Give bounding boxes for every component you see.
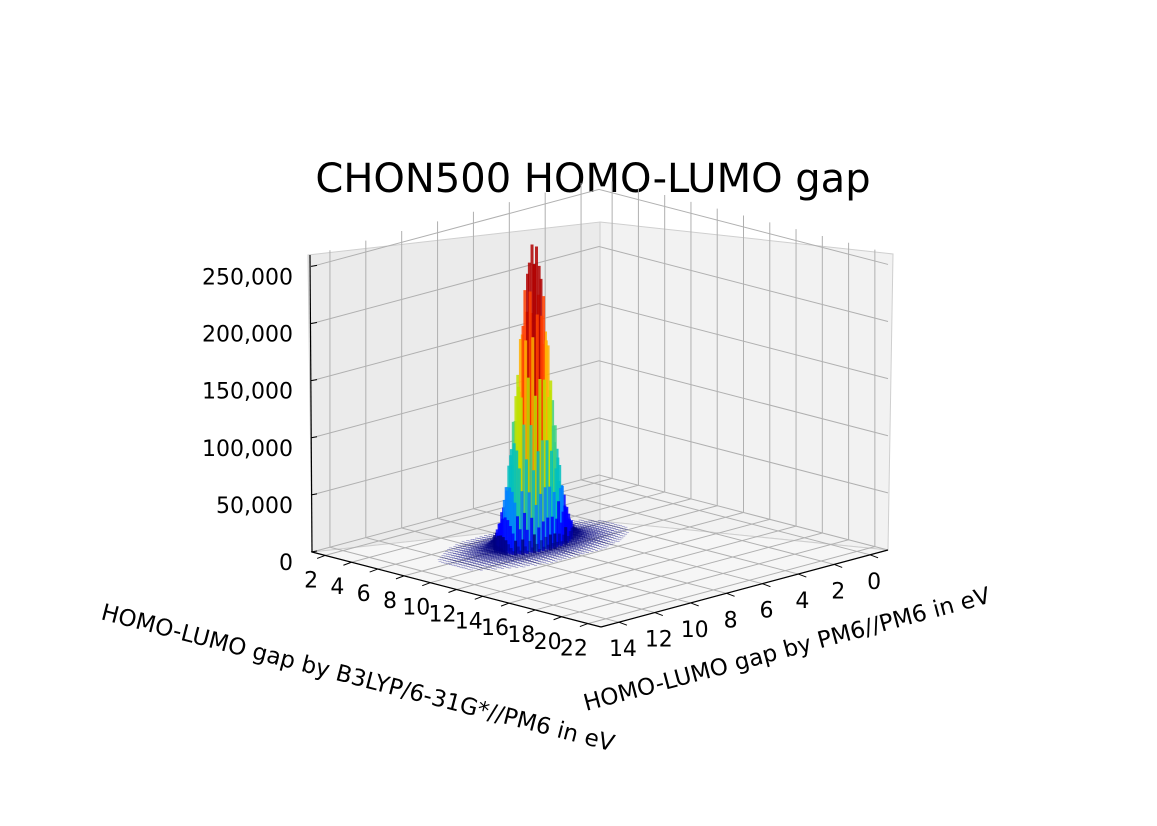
y-grid-line [580,182,871,556]
z-grid-line [311,360,889,439]
z-tick-label: 200,000 [202,323,293,348]
y-grid-line [401,230,691,604]
y-tick-label: 0 [867,570,881,595]
z-tick-label: 50,000 [216,494,293,519]
y-tick-mark [654,612,663,617]
x-tick-label: 10 [402,596,430,621]
x-tick-label: 14 [455,609,483,634]
x-tick-mark [500,602,510,607]
x-tick-mark [395,575,405,580]
y-tick-mark [762,583,771,588]
chart-title: CHON500 HOMO-LUMO gap [315,156,870,202]
x-tick-mark [369,568,378,573]
x-tick-label: 2 [304,568,318,593]
y-tick-mark [690,602,699,607]
histogram-bars [437,244,629,571]
x-tick-mark [422,582,431,587]
x-grid-line [587,249,876,625]
z-grid-line [311,188,889,267]
x-tick-label: 6 [357,582,371,607]
x-tick-mark [527,609,536,614]
x-grid-line [482,222,771,597]
x-tick-mark [474,595,483,600]
z-axis-line [309,254,313,553]
z-tick-label: 150,000 [202,380,293,405]
x-tick-label: 20 [534,630,562,655]
x-tick-label: 12 [429,603,457,628]
y-tick-label: 4 [795,589,809,614]
y-tick-label: 8 [724,608,738,633]
y-grid-line [365,240,655,614]
z-tick-label: 0 [279,551,293,576]
x-tick-mark [553,616,562,621]
y-grid-line [472,211,763,585]
y-tick-mark [869,554,879,559]
x-tick-label: 4 [330,575,344,600]
z-tick-label: 250,000 [202,265,293,290]
x-tick-mark [579,623,589,628]
z-tick-label: 100,000 [202,437,293,462]
z-tick-mark [310,379,318,382]
y-tick-mark [726,592,735,597]
y-tick-label: 2 [831,579,845,604]
z-grid-line [311,246,889,325]
x-tick-label: 8 [383,589,397,614]
y-tick-label: 14 [609,637,637,662]
axes-panes [307,221,894,628]
x-tick-mark [343,561,352,566]
y-tick-mark [618,621,628,626]
x-tick-mark [316,554,326,559]
y-axis-line [600,549,889,628]
y-grid-line [437,221,727,594]
x-grid-line [535,235,823,611]
y-grid-line [329,250,620,623]
x-grid-line [456,215,744,590]
x-grid-line [508,229,797,604]
y-tick-mark [834,563,843,568]
y-tick-label: 10 [681,618,709,643]
y-tick-label: 6 [759,599,773,624]
z-tick-mark [310,436,318,439]
z-grid-line [311,474,889,553]
x-axis-label: HOMO-LUMO gap by B3LYP/6-31G*//PM6 in eV [98,600,617,758]
z-grid-line [311,417,889,496]
x-grid-line [561,242,850,618]
x-tick-mark [448,589,457,593]
y-tick-mark [798,573,807,578]
x-tick-label: 22 [560,637,588,662]
x-grid-line [351,188,639,563]
z-grid-line [311,303,889,382]
z-tick-mark [310,264,318,267]
x-grid-line [325,181,613,556]
z-tick-mark [310,322,318,325]
z-tick-mark [310,550,318,553]
x-tick-label: 18 [507,623,535,648]
y-tick-label: 12 [645,628,673,653]
z-tick-mark [310,493,318,496]
x-tick-label: 16 [481,616,509,641]
